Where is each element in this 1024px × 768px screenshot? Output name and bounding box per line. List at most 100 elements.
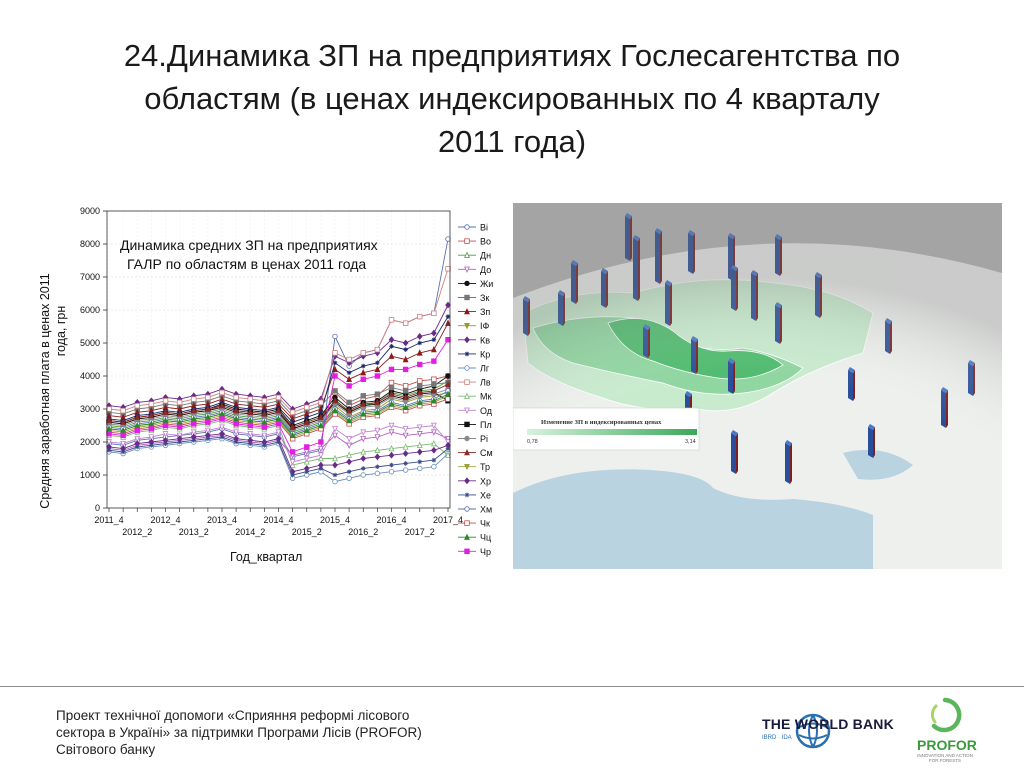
footer-line-3: Світового банку: [56, 742, 156, 757]
map-legend-title: Изменение ЗП в индексированных ценах: [541, 419, 662, 426]
data-point: [177, 439, 182, 445]
data-point: [431, 376, 437, 382]
chart-series-layer: [106, 236, 451, 485]
legend-label: Зп: [480, 307, 490, 317]
data-point: [416, 441, 423, 449]
data-point: [219, 402, 225, 409]
footer-line-1: Проект технічної допомоги «Сприяння рефо…: [56, 708, 410, 723]
data-point: [388, 469, 395, 475]
legend-marker: [464, 224, 470, 230]
data-point: [360, 369, 367, 376]
data-point: [247, 408, 254, 416]
data-point: [332, 461, 338, 469]
data-point: [191, 438, 197, 443]
data-point-stroke: [347, 370, 352, 375]
data-point: [205, 394, 211, 401]
legend-marker: [464, 463, 470, 471]
data-point: [317, 452, 324, 459]
data-point: [360, 350, 366, 356]
data-point-stroke: [177, 440, 182, 444]
legend-label: Кв: [480, 335, 490, 345]
data-point: [120, 440, 127, 448]
data-point: [374, 398, 381, 406]
data-point: [416, 431, 423, 438]
data-point: [261, 398, 268, 404]
y-tick-label: 2000: [80, 437, 100, 447]
y-tick-label: 8000: [80, 239, 100, 249]
x-axis-label: Год_квартал: [230, 550, 302, 564]
legend-entry: Во: [458, 237, 491, 247]
profor-subtitle: INNOVATION AND ACTION FOR FORESTS: [917, 753, 973, 763]
y-tick-label: 7000: [80, 272, 100, 282]
series-20: [106, 434, 451, 478]
legend-label: Ві: [480, 223, 488, 233]
y-tick-label: 9000: [80, 206, 100, 216]
data-point: [317, 445, 324, 453]
data-point: [176, 410, 183, 417]
data-point: [402, 393, 409, 401]
legend-marker: [464, 520, 470, 526]
data-point: [275, 421, 282, 427]
data-point: [388, 400, 395, 407]
data-point: [318, 466, 324, 471]
legend-entry: Лв: [458, 378, 491, 388]
data-point: [303, 418, 310, 425]
data-point: [233, 429, 240, 436]
data-point: [388, 429, 395, 436]
data-point: [332, 426, 338, 433]
legend-label: Жи: [480, 279, 493, 289]
map-legend-max: 3,14: [685, 439, 696, 445]
data-point: [431, 464, 437, 470]
x-tick-label: 2014_2: [235, 527, 265, 537]
data-point: [332, 333, 338, 340]
legend-label: Хм: [480, 505, 492, 515]
data-point: [275, 394, 282, 401]
data-point: [176, 424, 183, 430]
data-point: [148, 411, 155, 419]
data-point: [304, 444, 310, 450]
data-point: [290, 472, 295, 478]
legend-label: См: [480, 448, 493, 458]
world-bank-name: THE WORLD BANK: [762, 716, 894, 732]
data-point: [402, 450, 409, 457]
x-tick-label: 2013_2: [179, 527, 209, 537]
data-point: [445, 390, 451, 397]
legend-entry: Кв: [458, 335, 490, 345]
data-point: [233, 394, 239, 401]
data-point: [176, 399, 183, 406]
data-point: [388, 390, 395, 397]
legend-marker: [464, 251, 470, 258]
map-legend: Изменение ЗП в индексированных ценах 0,7…: [513, 407, 700, 451]
y-axis-label-line-2: года, грн: [54, 306, 68, 357]
y-axis-label-line-1: Средняя заработная плата в ценах 2011: [38, 273, 52, 508]
legend-entry: См: [458, 448, 493, 458]
data-point: [219, 416, 225, 422]
data-point: [318, 399, 324, 406]
data-point: [374, 391, 381, 397]
data-point: [346, 442, 353, 449]
world-bank-logo: [795, 713, 831, 749]
legend-label: Од: [480, 406, 493, 416]
legend-entry: Хм: [458, 505, 492, 515]
line-chart: 0 1000 2000 3000 4000 5000 6000 7000 8000 9000 20…: [34, 201, 502, 567]
legend-label: Рі: [480, 434, 488, 444]
data-point: [162, 422, 169, 429]
data-point: [106, 439, 112, 446]
data-point: [134, 402, 140, 409]
data-point: [416, 388, 423, 396]
y-axis-ticks: 0 1000 2000 3000 4000 5000 6000 7000 8000 9000: [80, 206, 107, 513]
chart-title-line-1: Динамика средних ЗП на предприятиях: [120, 237, 378, 253]
data-point-stroke: [262, 443, 267, 448]
data-point: [360, 363, 366, 369]
footer-project-text: Проект технічної допомоги «Сприяння рефо…: [56, 707, 496, 758]
data-point: [389, 344, 394, 349]
data-point-stroke: [417, 459, 422, 464]
series-24: [106, 336, 451, 455]
legend-marker: [464, 548, 470, 554]
data-point-stroke: [431, 337, 436, 342]
data-point: [219, 424, 225, 431]
data-point: [402, 403, 409, 411]
legend-label: Тр: [480, 462, 490, 472]
legend-label: Хе: [480, 490, 491, 500]
legend-marker: [464, 307, 470, 315]
